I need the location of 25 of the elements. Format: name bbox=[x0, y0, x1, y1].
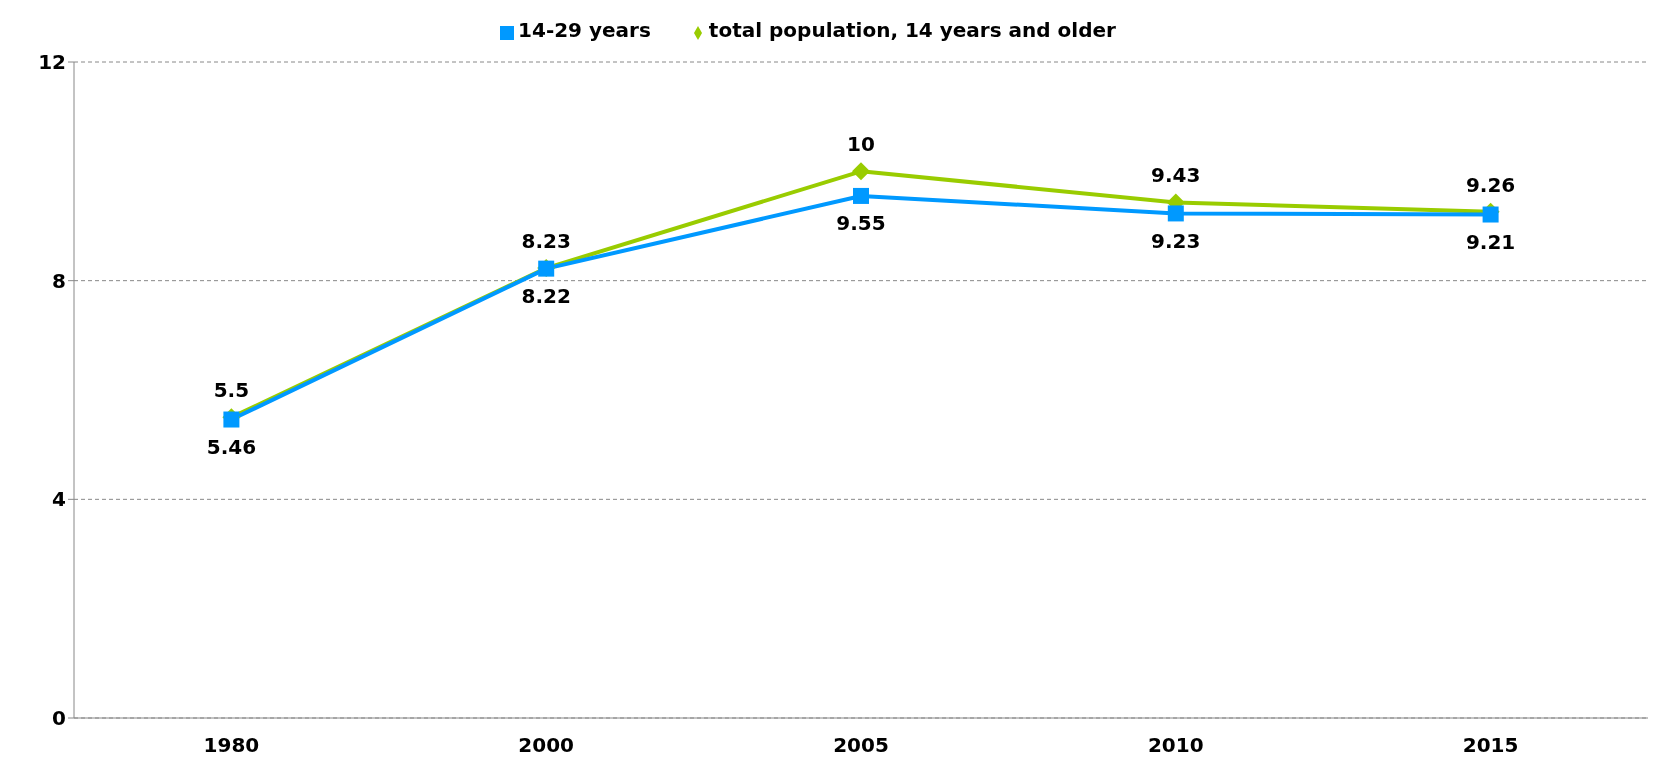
data-label: 9.23 bbox=[1151, 228, 1201, 253]
legend-label: total population, 14 years and older bbox=[708, 18, 1116, 42]
data-label: 9.43 bbox=[1151, 163, 1201, 188]
point bbox=[852, 162, 870, 181]
x-tick-label: 2010 bbox=[1147, 733, 1204, 758]
data-label: 9.21 bbox=[1465, 229, 1516, 254]
x-tick-label: 2005 bbox=[833, 733, 889, 758]
data-label: 5.46 bbox=[206, 434, 257, 459]
point bbox=[1167, 205, 1184, 222]
x-tick-label: 1980 bbox=[203, 733, 260, 758]
y-tick-label: 12 bbox=[38, 50, 66, 75]
x-tick-label: 2000 bbox=[518, 733, 575, 758]
y-tick-label: 8 bbox=[52, 268, 66, 293]
data-label: 8.22 bbox=[521, 283, 571, 308]
point bbox=[853, 187, 869, 204]
y-tick-label: 0 bbox=[52, 706, 66, 731]
legend-label: 14-29 years bbox=[518, 18, 651, 42]
data-label: 5.5 bbox=[213, 378, 250, 403]
point bbox=[1482, 206, 1499, 223]
y-tick-label: 4 bbox=[52, 487, 66, 512]
data-label: 9.55 bbox=[836, 211, 886, 236]
x-tick-label: 2015 bbox=[1462, 733, 1519, 758]
data-label: 9.26 bbox=[1465, 172, 1516, 197]
data-label: 10 bbox=[847, 132, 875, 157]
data-label: 8.23 bbox=[521, 229, 571, 254]
